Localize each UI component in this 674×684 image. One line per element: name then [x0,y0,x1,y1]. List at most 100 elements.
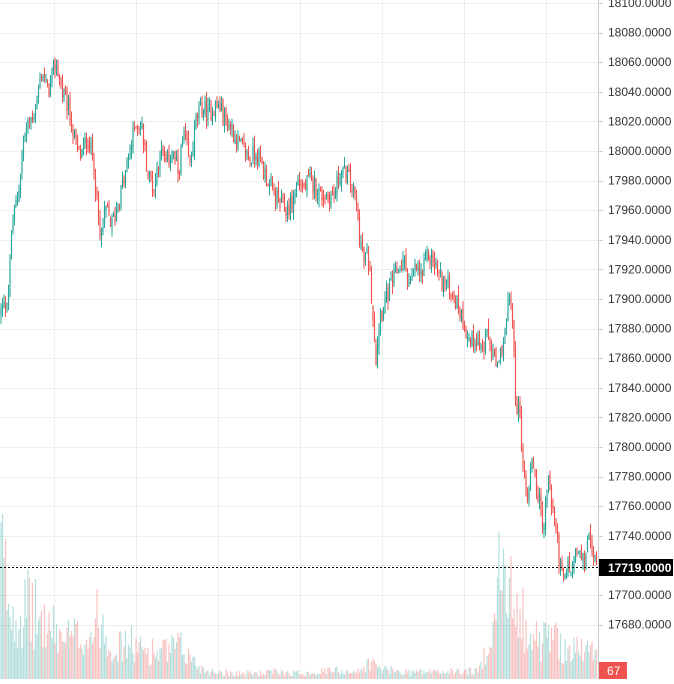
volume-bar [501,590,503,679]
volume-bar [187,648,190,679]
volume-bar [87,648,89,679]
volume-bar [363,666,365,679]
volume-bar [4,538,7,679]
volume-bar [538,631,541,679]
candle-body [123,179,125,184]
candle-body [24,133,26,138]
volume-bar [508,577,511,679]
candle-body [0,308,2,315]
candle-body [483,348,485,351]
candle-body [439,269,442,272]
candle-body [253,144,256,161]
volume-bar [288,673,290,679]
volume-bar [222,675,224,679]
volume-bar [88,637,91,679]
volume-bar [255,672,257,679]
candle-body [267,183,269,187]
volume-bar [562,663,565,679]
candle-body [144,143,146,145]
candle-body [418,267,421,275]
volume-bar [561,662,563,679]
volume-bar [582,660,584,679]
volume-bar [18,629,20,679]
volume-bar [555,623,557,679]
volume-bar [469,667,472,679]
volume-bar [58,629,61,679]
volume-bar [307,672,310,679]
candle-body [490,346,493,355]
volume-bar [342,672,344,679]
candle-body [184,129,187,136]
price-axis[interactable]: 17680.000017700.000017720.000017740.0000… [599,0,672,632]
candle-body [289,196,292,215]
candle-body [279,198,281,205]
volume-bar [226,671,229,679]
candle-body [510,298,512,308]
volume-bar [261,675,263,679]
volume-bar [402,674,404,679]
candle-body [139,127,142,130]
candle-body [121,180,124,187]
candle-body [460,309,463,321]
candle-body [451,294,454,297]
candle-body [234,136,236,144]
candle-body [201,102,203,116]
candle-body [304,183,307,189]
volume-bar [376,667,379,679]
volume-bar [528,644,530,679]
candle-body [426,249,428,256]
volume-bar [111,661,113,679]
volume-bar [319,674,322,679]
candle-body [295,185,298,192]
candle-body [421,271,424,277]
candle-body [504,329,506,339]
volume-bar [253,672,256,679]
volume-bar [115,654,118,679]
volume-bar [286,671,289,679]
volume-bar [535,621,538,679]
volume-bar [267,669,269,679]
volume-bar [52,605,55,679]
volume-bar [427,672,430,679]
candle-body [262,165,265,177]
volume-bar [276,671,278,679]
candle-body [43,73,46,78]
candle-body [4,303,7,310]
candle-body [69,97,71,121]
candle-body [424,257,427,260]
volume-bar [346,669,349,679]
volume-bar [514,626,517,679]
candle-body [337,173,340,184]
volume-bar [1,513,4,679]
candle-body [346,171,349,185]
volume-bar [333,671,335,679]
volume-bar [156,650,158,679]
candle-body [252,145,254,161]
candle-body [40,77,43,79]
volume-bar [177,633,179,679]
candle-body [219,104,221,111]
candle-body [454,302,457,308]
volume-bar [517,637,520,679]
candle-body [457,293,460,312]
volume-bar [147,647,149,679]
volume-bar [553,625,556,679]
volume-bar [40,610,43,679]
volume-bar [51,637,53,679]
volume-bar [451,670,454,679]
candle-body [127,157,130,162]
volume-bar [316,673,319,679]
candle-body [492,351,494,358]
candle-body [466,337,469,340]
candle-body [147,173,149,176]
candle-body [232,125,235,143]
volume-bar [541,643,544,679]
volume-bar [589,645,592,679]
volume-bar [124,630,127,679]
volume-bar [190,661,193,679]
y-tick-label: 17780.0000 [608,470,672,484]
volume-bar [465,669,467,679]
volume-bar [15,620,17,679]
